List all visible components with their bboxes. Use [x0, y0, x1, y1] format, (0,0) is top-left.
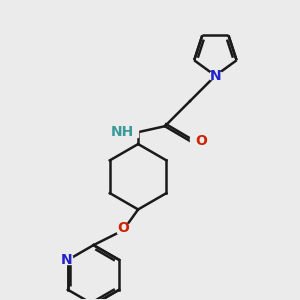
Text: N: N — [61, 253, 72, 267]
Text: O: O — [196, 134, 207, 148]
Bar — [117, 224, 129, 233]
Text: NH: NH — [110, 125, 134, 139]
Text: N: N — [210, 69, 221, 83]
Bar — [58, 256, 71, 264]
Bar — [120, 127, 138, 137]
Bar — [190, 136, 202, 146]
Bar — [210, 72, 220, 80]
Text: O: O — [117, 221, 129, 235]
